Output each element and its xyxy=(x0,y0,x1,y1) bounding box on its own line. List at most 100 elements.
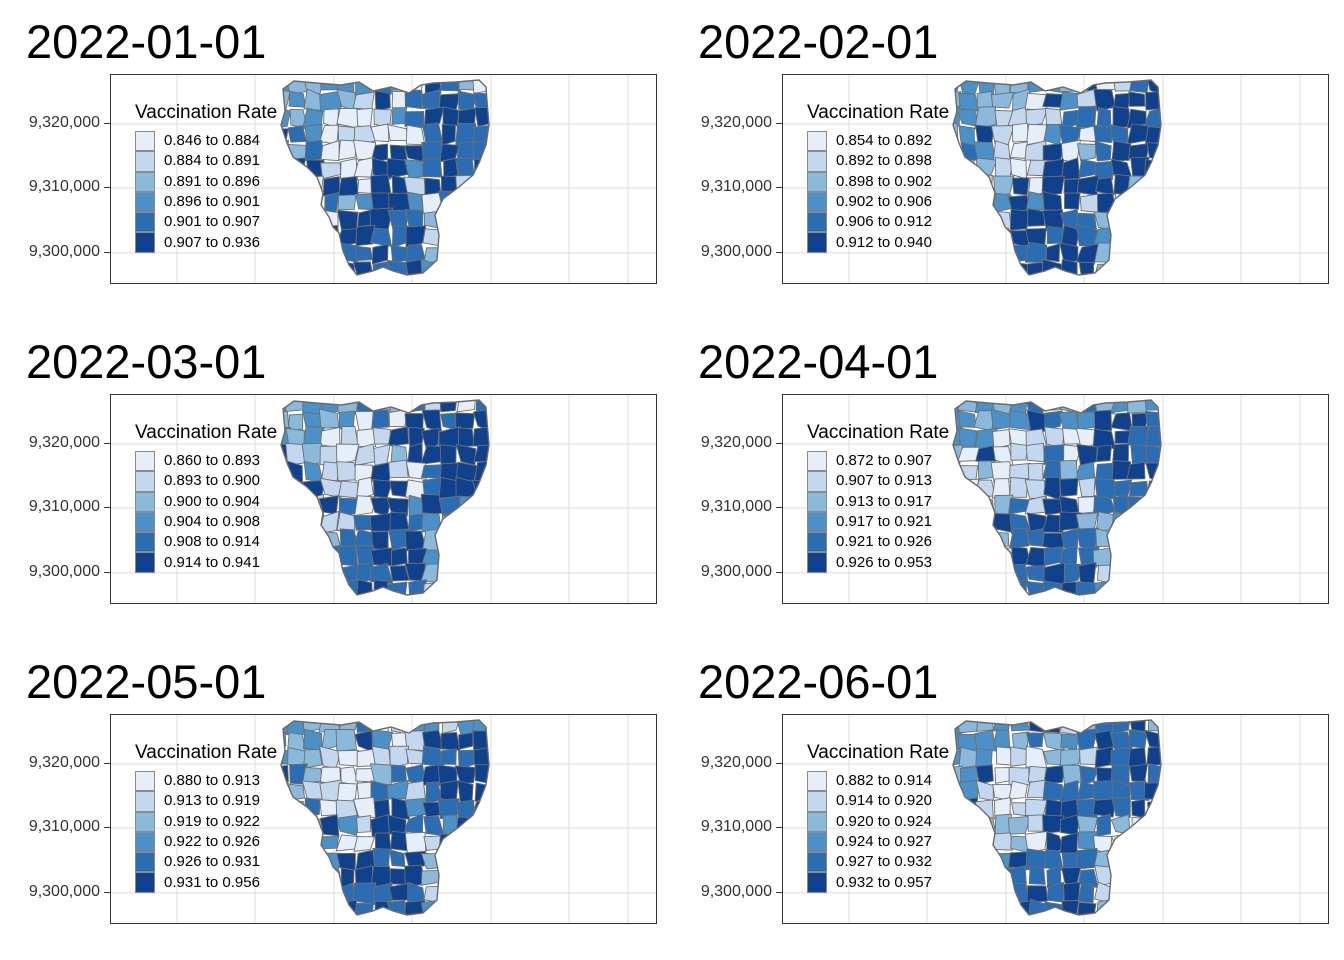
legend-swatch xyxy=(807,471,827,492)
legend-label: 0.921 to 0.926 xyxy=(836,533,932,551)
legend-swatch xyxy=(135,532,155,553)
legend-item: 0.884 to 0.891 xyxy=(135,151,277,172)
legend-label: 0.896 to 0.901 xyxy=(164,193,260,211)
legend-label: 0.913 to 0.917 xyxy=(836,492,932,510)
legend-swatch xyxy=(135,212,155,233)
region-outline xyxy=(280,399,490,596)
legend-swatch xyxy=(135,232,155,253)
legend-label: 0.898 to 0.902 xyxy=(836,172,932,190)
legend-swatch xyxy=(807,872,827,893)
legend-swatch xyxy=(135,552,155,573)
region-outline xyxy=(952,399,1162,596)
legend-swatch xyxy=(807,771,827,792)
legend-label: 0.906 to 0.912 xyxy=(836,213,932,231)
y-tick-label: 9,320,000 xyxy=(28,434,100,451)
legend-swatch xyxy=(135,831,155,853)
legend-label: 0.900 to 0.904 xyxy=(164,492,260,510)
y-tick-mark xyxy=(104,763,110,764)
panel-title: 2022-03-01 xyxy=(26,335,267,388)
legend-item: 0.854 to 0.892 xyxy=(807,131,949,152)
legend-swatch xyxy=(135,131,155,152)
y-tick-label: 9,320,000 xyxy=(28,754,100,771)
panel-title: 2022-02-01 xyxy=(698,15,939,68)
legend-item: 0.914 to 0.920 xyxy=(807,791,949,812)
legend-label: 0.893 to 0.900 xyxy=(164,472,260,490)
legend-item: 0.920 to 0.924 xyxy=(807,811,949,832)
y-tick-mark xyxy=(776,252,782,253)
legend-item: 0.932 to 0.957 xyxy=(807,872,949,893)
y-tick-label: 9,310,000 xyxy=(700,818,772,835)
legend-swatch xyxy=(135,191,155,213)
y-tick-mark xyxy=(104,187,110,188)
legend-item: 0.860 to 0.893 xyxy=(135,451,277,472)
legend-item: 0.904 to 0.908 xyxy=(135,511,277,533)
legend-item: 0.924 to 0.927 xyxy=(807,831,949,853)
legend-label: 0.932 to 0.957 xyxy=(836,873,932,891)
region-outline xyxy=(952,79,1162,276)
legend-item: 0.908 to 0.914 xyxy=(135,532,277,553)
map-frame xyxy=(110,394,657,604)
y-tick-label: 9,300,000 xyxy=(700,563,772,580)
legend: Vaccination Rate 0.846 to 0.884 0.884 to… xyxy=(135,102,277,253)
y-tick-label: 9,310,000 xyxy=(28,178,100,195)
legend-label: 0.914 to 0.941 xyxy=(164,553,260,571)
y-tick-mark xyxy=(104,827,110,828)
legend-title: Vaccination Rate xyxy=(807,102,950,123)
legend-item: 0.896 to 0.901 xyxy=(135,191,277,213)
y-tick-label: 9,310,000 xyxy=(700,498,772,515)
choropleth-map xyxy=(111,715,656,923)
legend-item: 0.901 to 0.907 xyxy=(135,212,277,233)
legend-label: 0.912 to 0.940 xyxy=(836,233,932,251)
y-tick-label: 9,310,000 xyxy=(28,818,100,835)
map-panel-3: 2022-03-01 9,320,000 9,310,000 9,300,000… xyxy=(0,320,672,640)
legend-item: 0.926 to 0.931 xyxy=(135,852,277,873)
legend-label: 0.907 to 0.936 xyxy=(164,233,260,251)
legend-title: Vaccination Rate xyxy=(135,742,278,763)
legend-label: 0.860 to 0.893 xyxy=(164,452,260,470)
legend-item: 0.872 to 0.907 xyxy=(807,451,949,472)
map-frame xyxy=(110,74,657,284)
legend: Vaccination Rate 0.872 to 0.907 0.907 to… xyxy=(807,422,949,573)
legend-item: 0.906 to 0.912 xyxy=(807,212,949,233)
legend-label: 0.926 to 0.931 xyxy=(164,853,260,871)
legend-swatch xyxy=(807,151,827,172)
y-tick-label: 9,310,000 xyxy=(700,178,772,195)
legend-item: 0.919 to 0.922 xyxy=(135,811,277,832)
legend-swatch xyxy=(135,771,155,792)
legend-item: 0.898 to 0.902 xyxy=(807,171,949,192)
legend-swatch xyxy=(135,852,155,873)
legend-swatch xyxy=(135,471,155,492)
legend-swatch xyxy=(807,831,827,853)
y-tick-mark xyxy=(776,763,782,764)
legend-label: 0.854 to 0.892 xyxy=(836,132,932,150)
legend: Vaccination Rate 0.854 to 0.892 0.892 to… xyxy=(807,102,949,253)
legend-swatch xyxy=(807,532,827,553)
legend-swatch xyxy=(135,872,155,893)
panel-title: 2022-04-01 xyxy=(698,335,939,388)
y-tick-label: 9,320,000 xyxy=(700,114,772,131)
map-panel-6: 2022-06-01 9,320,000 9,310,000 9,300,000… xyxy=(672,640,1344,960)
y-tick-mark xyxy=(104,123,110,124)
legend-item: 0.913 to 0.919 xyxy=(135,791,277,812)
legend-title: Vaccination Rate xyxy=(135,422,278,443)
legend-label: 0.924 to 0.927 xyxy=(836,833,932,851)
region-outline xyxy=(280,79,490,276)
legend-swatch xyxy=(807,191,827,213)
legend-item: 0.922 to 0.926 xyxy=(135,831,277,853)
legend-label: 0.902 to 0.906 xyxy=(836,193,932,211)
y-tick-mark xyxy=(104,892,110,893)
legend-label: 0.917 to 0.921 xyxy=(836,513,932,531)
legend-swatch xyxy=(807,491,827,512)
y-tick-mark xyxy=(776,187,782,188)
legend-item: 0.892 to 0.898 xyxy=(807,151,949,172)
legend-swatch xyxy=(807,232,827,253)
y-tick-mark xyxy=(776,827,782,828)
map-panel-2: 2022-02-01 9,320,000 9,310,000 9,300,000… xyxy=(672,0,1344,320)
legend-item: 0.927 to 0.932 xyxy=(807,852,949,873)
legend-swatch xyxy=(807,451,827,472)
legend-title: Vaccination Rate xyxy=(807,422,950,443)
y-tick-label: 9,300,000 xyxy=(28,883,100,900)
choropleth-map xyxy=(783,715,1328,923)
legend-swatch xyxy=(135,151,155,172)
panel-title: 2022-05-01 xyxy=(26,655,267,708)
